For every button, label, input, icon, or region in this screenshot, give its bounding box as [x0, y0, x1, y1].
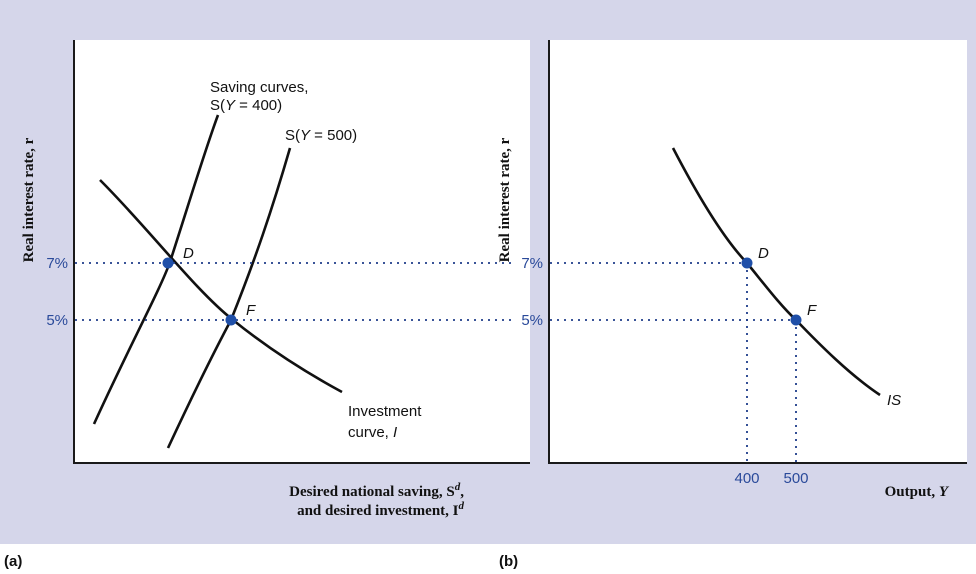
y-tick-label-a: 5% — [46, 312, 68, 329]
point-label-b: D — [758, 245, 769, 262]
x-axis-label-a-line2: and desired investment, Id — [297, 500, 464, 519]
x-tick-label-b: 400 — [734, 470, 759, 487]
investment-label-line1: Investment — [348, 403, 422, 420]
x-tick-label-b: 500 — [783, 470, 808, 487]
s500-label: S(Y = 500) — [285, 127, 357, 144]
point-d-a — [162, 257, 174, 269]
point-label-a: D — [183, 245, 194, 262]
panel-b-caption: (b) — [499, 553, 519, 570]
panel-a-plot-area — [73, 40, 530, 464]
saving-curves-label: Saving curves, — [210, 79, 308, 96]
point-d-b — [741, 257, 753, 269]
point-label-a: F — [246, 302, 256, 319]
y-tick-label-b: 7% — [521, 255, 543, 272]
x-axis-label-b: Output, Y — [885, 484, 950, 500]
point-f-a — [225, 314, 237, 326]
point-f-b — [790, 314, 802, 326]
saving-curve-500 — [166, 147, 292, 449]
panel-b-plot-area — [548, 40, 967, 464]
s400-label: S(Y = 400) — [210, 97, 282, 114]
is-label: IS — [887, 392, 901, 409]
y-axis-label-a: Real interest rate, r — [21, 137, 37, 262]
y-tick-label-b: 5% — [521, 312, 543, 329]
point-label-b: F — [807, 302, 817, 319]
y-axis-label-b: Real interest rate, r — [497, 137, 513, 262]
y-tick-label-a: 7% — [46, 255, 68, 272]
x-axis-label-a-line1: Desired national saving, Sd, — [289, 481, 464, 500]
saving-curve-400 — [92, 114, 220, 425]
panel-a-caption: (a) — [4, 553, 23, 570]
is-curve — [671, 147, 881, 397]
investment-label-line2: curve, I — [348, 424, 397, 441]
investment-curve — [99, 179, 343, 394]
